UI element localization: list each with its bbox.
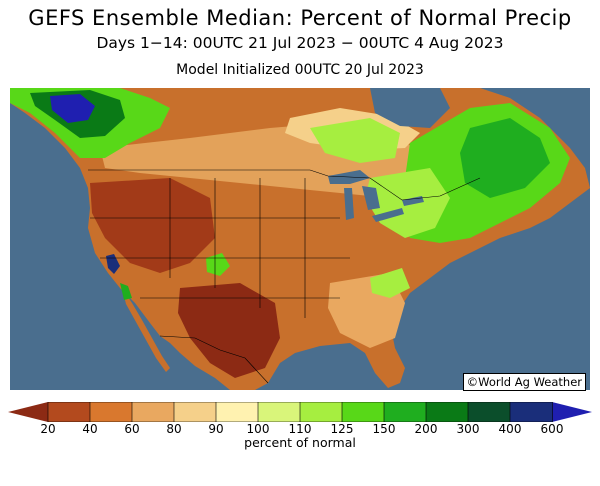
legend-tick-label: 125 bbox=[330, 422, 354, 436]
legend-tick-label: 600 bbox=[540, 422, 564, 436]
legend-bin bbox=[383, 402, 427, 422]
legend-tick-label: 60 bbox=[124, 422, 140, 436]
lake-michigan bbox=[344, 188, 354, 220]
legend-bin bbox=[215, 402, 259, 422]
legend-bin bbox=[173, 402, 217, 422]
legend-units: percent of normal bbox=[244, 435, 356, 450]
legend-bin bbox=[341, 402, 385, 422]
map-title: GEFS Ensemble Median: Percent of Normal … bbox=[28, 6, 572, 30]
east-canada-very-wet bbox=[460, 118, 550, 198]
legend-tick-label: 90 bbox=[208, 422, 224, 436]
date-range-subtitle: Days 1−14: 00UTC 21 Jul 2023 − 00UTC 4 A… bbox=[96, 34, 504, 52]
carolina-wet bbox=[370, 268, 410, 298]
southwest-dry bbox=[178, 283, 280, 378]
legend-tick-label: 100 bbox=[246, 422, 270, 436]
legend-bin bbox=[89, 402, 133, 422]
legend-arrow-left bbox=[8, 402, 48, 422]
lake-erie bbox=[372, 208, 404, 222]
legend-bin bbox=[467, 402, 511, 422]
central-canada-wet bbox=[310, 118, 400, 163]
legend-bin bbox=[47, 402, 91, 422]
legend-tick-label: 80 bbox=[166, 422, 182, 436]
socal-wet bbox=[120, 283, 132, 300]
legend-tick-label: 400 bbox=[498, 422, 522, 436]
boundaries bbox=[88, 169, 481, 384]
nw-canada-extreme bbox=[50, 94, 95, 123]
legend-tick-label: 110 bbox=[288, 422, 312, 436]
precip-map bbox=[10, 88, 590, 390]
credit-label: ©World Ag Weather bbox=[462, 373, 586, 391]
legend-bin bbox=[299, 402, 343, 422]
legend-tick-label: 300 bbox=[456, 422, 480, 436]
california-coast-wet bbox=[106, 254, 120, 274]
legend-tick-label: 40 bbox=[82, 422, 98, 436]
colorado-wet-spot bbox=[206, 253, 230, 276]
western-us-dry bbox=[90, 178, 215, 273]
lake-huron bbox=[362, 186, 380, 210]
model-init-label: Model Initialized 00UTC 20 Jul 2023 bbox=[176, 62, 424, 78]
color-legend bbox=[8, 402, 592, 422]
legend-bin bbox=[257, 402, 301, 422]
hudson-bay bbox=[370, 88, 450, 128]
legend-bin bbox=[509, 402, 553, 422]
legend-bin bbox=[425, 402, 469, 422]
legend-tick-label: 20 bbox=[40, 422, 56, 436]
legend-bin bbox=[131, 402, 175, 422]
legend-tick-label: 150 bbox=[372, 422, 396, 436]
legend-arrow-right bbox=[552, 402, 592, 422]
legend-tick-label: 200 bbox=[414, 422, 438, 436]
baja-california bbox=[122, 288, 170, 372]
